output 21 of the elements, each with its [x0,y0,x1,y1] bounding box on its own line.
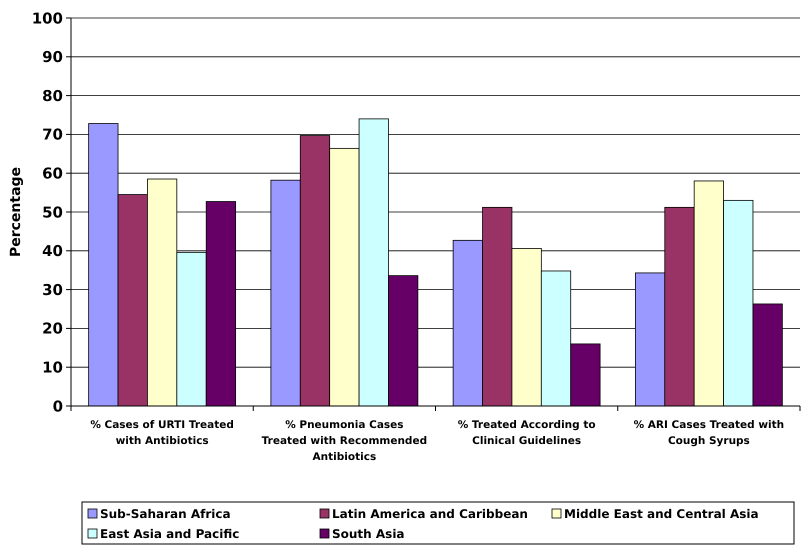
y-tick-label: 10 [42,358,63,376]
x-tick-label: % ARI Cases Treated with Cough Syrups [634,419,784,447]
x-tick-label: % Treated According to Clinical Guidelines [458,419,596,447]
y-tick-label: 80 [42,86,63,105]
y-tick-label: 20 [42,320,63,338]
y-tick-label: 100 [32,9,63,28]
y-tick-label: 40 [42,242,63,260]
legend-label: Latin America and Caribbean [332,507,528,521]
legend-label: South Asia [332,527,405,541]
legend-label: Sub-Saharan Africa [100,507,231,521]
y-tick-label: 30 [42,280,63,299]
legend-label: Middle East and Central Asia [564,507,759,521]
y-tick-label: 70 [42,126,63,144]
x-tick-label: % Pneumonia Cases Treated with Recommended Antibiotics [262,419,428,463]
x-tick-label: % Cases of URTI Treated with Antibiotics [90,419,234,447]
y-axis-title: Percentage [8,166,24,258]
legend-label: East Asia and Pacific [100,527,240,541]
y-tick-label: 60 [42,164,63,182]
y-tick-label: 0 [52,397,63,416]
y-tick-label: 90 [42,48,63,66]
y-tick-label: 50 [42,203,63,222]
